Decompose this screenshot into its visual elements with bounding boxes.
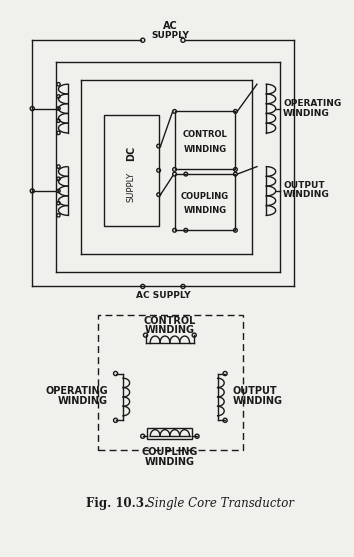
Text: WINDING: WINDING [183, 145, 227, 154]
Text: CONTROL: CONTROL [144, 316, 196, 326]
Text: OUTPUT: OUTPUT [283, 181, 325, 190]
Text: WINDING: WINDING [283, 190, 330, 199]
Text: WINDING: WINDING [58, 395, 108, 405]
Text: WINDING: WINDING [145, 325, 195, 335]
Text: WINDING: WINDING [145, 457, 195, 467]
Text: Fig. 10.3.: Fig. 10.3. [86, 497, 148, 510]
Text: OPERATING: OPERATING [45, 387, 108, 397]
Bar [175, 174, 235, 230]
Text: DC: DC [126, 146, 137, 162]
Text: SUPPLY: SUPPLY [127, 172, 136, 202]
Text: OPERATING: OPERATING [283, 99, 341, 109]
Text: WINDING: WINDING [283, 109, 330, 118]
Bar [175, 111, 235, 169]
Text: COUPLING: COUPLING [181, 192, 229, 201]
Text: OUTPUT: OUTPUT [233, 387, 277, 397]
Text: WINDING: WINDING [233, 395, 282, 405]
Text: AC: AC [162, 21, 177, 31]
Bar [98, 315, 243, 450]
Bar [147, 428, 192, 439]
Text: WINDING: WINDING [183, 206, 227, 215]
Text: COUPLING: COUPLING [142, 447, 198, 457]
Text: AC SUPPLY: AC SUPPLY [136, 291, 191, 300]
Text: Single Core Transductor: Single Core Transductor [143, 497, 294, 510]
Text: CONTROL: CONTROL [183, 130, 227, 139]
Bar [104, 115, 159, 226]
Text: SUPPLY: SUPPLY [151, 31, 189, 40]
